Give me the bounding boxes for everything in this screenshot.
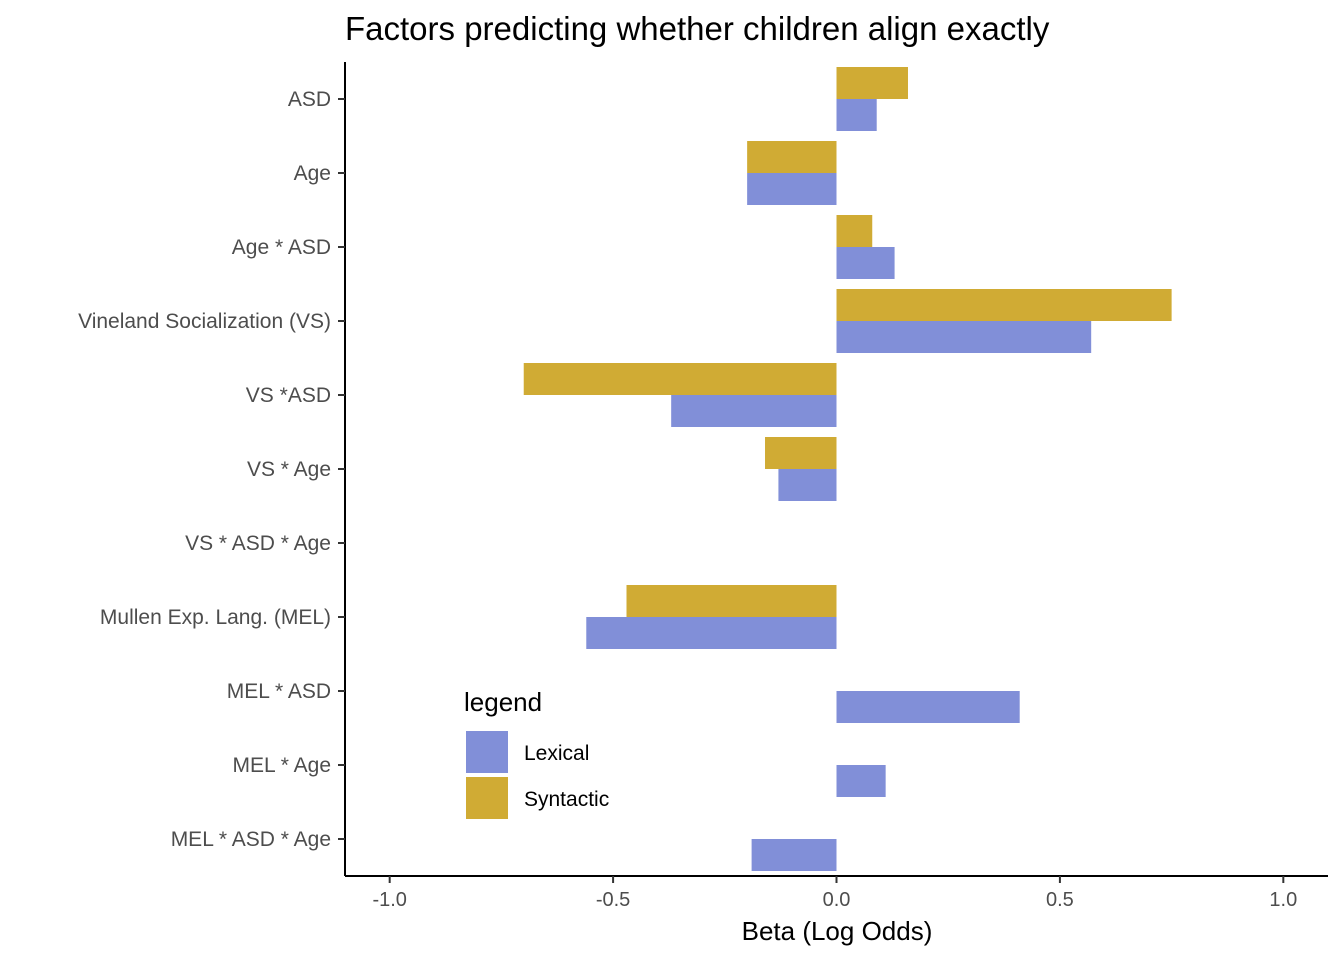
y-tick-label-age-asd: Age * ASD	[232, 236, 331, 259]
bar-lexical-vs-asd	[671, 395, 837, 427]
bar-lexical-mullen-exp-lang-mel	[586, 617, 837, 649]
x-axis-title: Beta (Log Odds)	[742, 916, 933, 946]
bar-lexical-age-asd	[836, 247, 895, 279]
x-tick-label-3: 0.5	[1046, 889, 1074, 911]
y-tick-label-mel-asd-age: MEL * ASD * Age	[171, 828, 331, 851]
bar-syntactic-vineland-socialization-vs	[836, 289, 1172, 321]
legend-label-lexical: Lexical	[524, 742, 589, 765]
y-tick-label-mullen-exp-lang-mel: Mullen Exp. Lang. (MEL)	[100, 606, 331, 629]
bar-syntactic-asd	[836, 67, 908, 99]
bar-lexical-age	[747, 173, 837, 205]
bar-lexical-vs-age	[778, 469, 837, 501]
y-axis: ASD Age Age * ASD Vineland Socialization (…	[78, 62, 346, 876]
bars-layer	[523, 67, 1172, 871]
x-tick-label-1: -0.5	[596, 889, 630, 911]
y-tick-label-asd: ASD	[288, 88, 331, 111]
legend-swatch-syntactic	[466, 777, 508, 819]
bar-syntactic-vs-asd	[523, 363, 837, 395]
bar-lexical-mel-asd-age	[751, 839, 837, 871]
x-tick-label-4: 1.0	[1269, 889, 1297, 911]
bar-lexical-vineland-socialization-vs	[836, 321, 1092, 353]
y-tick-label-vineland-socialization-vs: Vineland Socialization (VS)	[78, 310, 331, 333]
bar-lexical-mel-asd	[836, 691, 1020, 723]
y-tick-label-age: Age	[294, 162, 331, 185]
legend: legend Lexical Syntactic	[464, 687, 609, 819]
y-tick-label-mel-asd: MEL * ASD	[227, 680, 331, 703]
bar-syntactic-mullen-exp-lang-mel	[626, 585, 837, 617]
x-tick-label-0: -1.0	[372, 889, 406, 911]
bar-lexical-asd	[836, 99, 877, 131]
x-tick-label-2: 0.0	[823, 889, 851, 911]
legend-swatch-lexical	[466, 731, 508, 773]
bar-lexical-mel-age	[836, 765, 886, 797]
legend-title: legend	[464, 687, 542, 717]
y-tick-label-mel-age: MEL * Age	[233, 754, 331, 777]
bar-syntactic-vs-age	[765, 437, 837, 469]
bar-syntactic-age	[747, 141, 837, 173]
y-tick-label-vs-asd-age: VS * ASD * Age	[185, 532, 331, 555]
y-tick-label-vs-asd: VS *ASD	[246, 384, 331, 407]
bar-syntactic-age-asd	[836, 215, 873, 247]
chart-title: Factors predicting whether children alig…	[345, 10, 1050, 47]
y-tick-label-vs-age: VS * Age	[247, 458, 331, 481]
x-axis: -1.0 -0.5 0.0 0.5 1.0	[345, 875, 1328, 911]
legend-label-syntactic: Syntactic	[524, 788, 609, 811]
